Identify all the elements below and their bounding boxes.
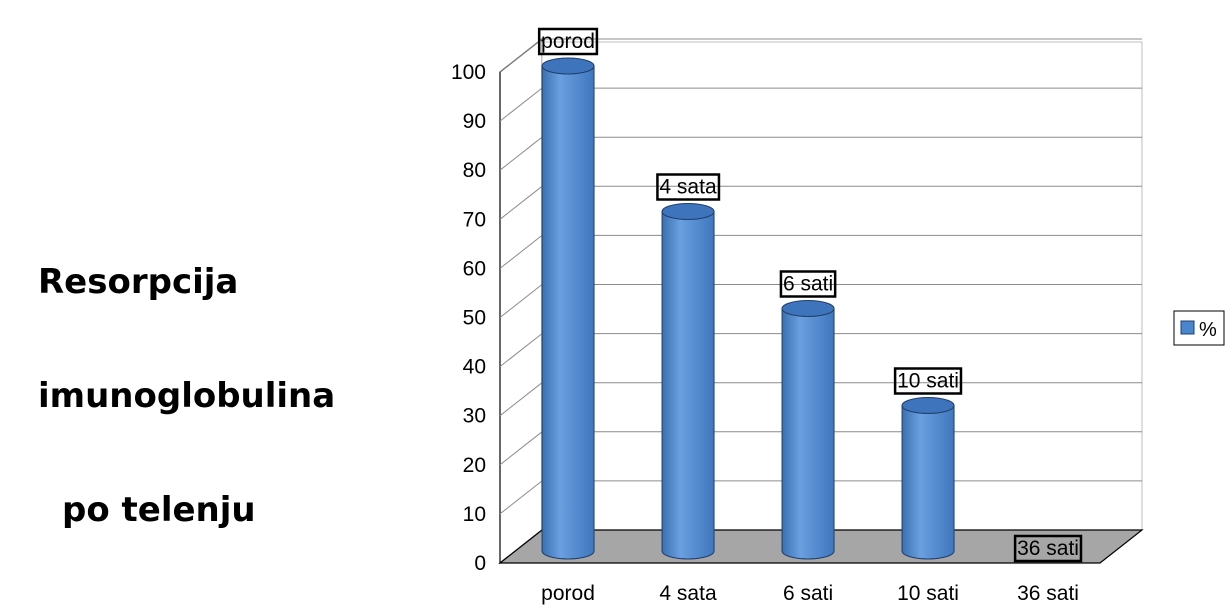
bar-body — [661, 211, 715, 560]
y-axis-tick-labels: 0 10 20 30 40 50 60 70 80 90 100 — [451, 61, 486, 575]
data-label: porod — [541, 30, 595, 53]
bar — [541, 57, 595, 560]
data-label-box — [779, 270, 837, 298]
chart-data-labels: porod 4 sata 6 sati 10 sati 36 sati — [537, 27, 1083, 563]
gridline-side — [499, 431, 543, 466]
gridline-side — [499, 185, 543, 220]
bar-top — [661, 203, 715, 220]
y-tick-label: 90 — [463, 110, 486, 133]
y-tick-label: 70 — [463, 208, 486, 231]
data-label-box — [537, 27, 599, 56]
bar-top — [781, 300, 835, 317]
x-tick-label: 36 sati — [1017, 582, 1079, 605]
y-tick-label: 0 — [474, 552, 486, 575]
y-tick-label: 100 — [451, 61, 486, 84]
y-tick-label: 60 — [463, 257, 486, 280]
chart-side-title-line-2: imunoglobulina — [38, 376, 336, 416]
legend-swatch — [1180, 320, 1195, 335]
y-tick-label: 10 — [463, 503, 486, 526]
data-label: 36 sati — [1017, 537, 1079, 560]
y-tick-label: 20 — [463, 454, 486, 477]
x-tick-label: 6 sati — [783, 582, 833, 605]
x-axis-tick-labels: porod 4 sata 6 sati 10 sati 36 sati — [541, 582, 1079, 605]
bar-body — [901, 405, 955, 560]
legend-label: % — [1199, 319, 1217, 341]
chart-side-title-line-1: Resorpcija — [38, 262, 239, 302]
bar — [661, 203, 715, 560]
gridline-side — [499, 136, 543, 171]
y-tick-label: 40 — [463, 356, 486, 379]
gridline-side — [499, 284, 543, 318]
gridline-side — [499, 382, 543, 417]
chart-walls — [498, 37, 1144, 565]
bar-top — [541, 57, 595, 75]
chart-legend: % — [1173, 310, 1225, 346]
x-tick-label: 10 sati — [897, 582, 959, 605]
chart-back-wall — [541, 41, 1143, 531]
bar — [781, 300, 835, 560]
gridline-side — [499, 38, 543, 73]
y-tick-label: 50 — [463, 307, 486, 330]
gridline-side — [499, 480, 543, 515]
data-label: 6 sati — [783, 273, 833, 296]
chart-bars — [541, 57, 955, 560]
bar-top — [901, 397, 955, 414]
gridline-side — [499, 333, 543, 367]
data-label-box — [656, 173, 721, 201]
bar-body — [541, 65, 595, 560]
data-label-box — [893, 367, 963, 395]
gridline-side — [499, 235, 543, 269]
data-label: 10 sati — [897, 370, 959, 393]
data-label: 4 sata — [659, 176, 717, 199]
y-tick-label: 80 — [463, 159, 486, 182]
bar-body — [781, 308, 835, 560]
x-tick-label: porod — [541, 582, 595, 605]
gridline-side — [499, 87, 543, 122]
bar — [901, 397, 955, 560]
chart-gridlines — [499, 38, 1142, 515]
chart-side-title-line-3: po telenju — [62, 490, 256, 530]
data-label-box — [1013, 534, 1083, 563]
x-tick-label: 4 sata — [659, 582, 717, 605]
y-tick-label: 30 — [463, 405, 486, 428]
